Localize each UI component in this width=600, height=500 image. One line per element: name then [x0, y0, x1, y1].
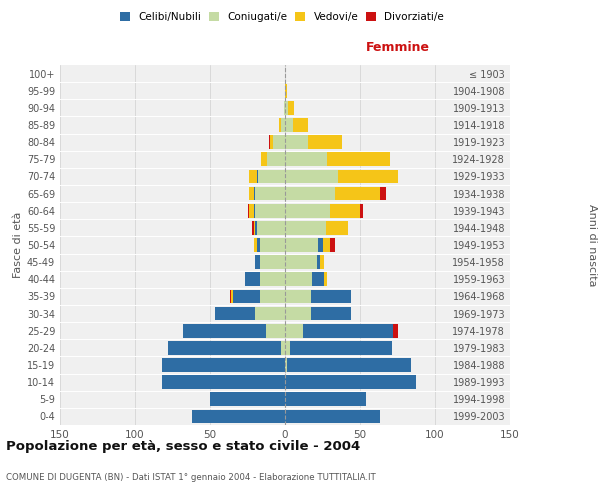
Bar [255, 204, 285, 218]
Bar [335, 186, 380, 200]
Bar [260, 290, 285, 304]
Bar [293, 118, 308, 132]
Bar [285, 324, 303, 338]
Bar [318, 238, 323, 252]
Bar [257, 221, 285, 234]
Bar [380, 186, 386, 200]
Bar [285, 186, 335, 200]
Bar [285, 221, 325, 234]
Bar [269, 136, 270, 149]
Bar [168, 341, 281, 354]
Bar [327, 152, 390, 166]
Bar [254, 204, 255, 218]
Bar [312, 272, 324, 286]
Bar [260, 272, 285, 286]
Bar [287, 358, 411, 372]
Bar [285, 410, 380, 424]
Bar [323, 238, 330, 252]
Bar [229, 290, 231, 304]
Bar [254, 238, 257, 252]
Bar [303, 324, 393, 338]
Bar [285, 341, 290, 354]
Bar [192, 410, 285, 424]
Bar [255, 256, 260, 269]
Bar [285, 290, 311, 304]
Bar [285, 136, 308, 149]
Bar [265, 324, 285, 338]
Bar [257, 238, 260, 252]
Bar [267, 152, 285, 166]
Bar [162, 376, 285, 389]
Bar [330, 204, 360, 218]
Bar [162, 358, 285, 372]
Bar [330, 238, 335, 252]
Bar [285, 376, 415, 389]
Bar [255, 306, 285, 320]
Bar [249, 170, 257, 183]
Bar [252, 221, 254, 234]
Bar [231, 290, 233, 304]
Bar [290, 341, 392, 354]
Bar [254, 186, 255, 200]
Bar [281, 341, 285, 354]
Text: COMUNE DI DUGENTA (BN) - Dati ISTAT 1° gennaio 2004 - Elaborazione TUTTITALIA.IT: COMUNE DI DUGENTA (BN) - Dati ISTAT 1° g… [6, 473, 376, 482]
Bar [285, 170, 337, 183]
Bar [285, 358, 287, 372]
Bar [337, 170, 398, 183]
Bar [284, 101, 285, 114]
Bar [245, 272, 260, 286]
Bar [281, 118, 285, 132]
Bar [183, 324, 265, 338]
Bar [279, 118, 281, 132]
Bar [308, 136, 342, 149]
Y-axis label: Fasce di età: Fasce di età [13, 212, 23, 278]
Bar [288, 101, 294, 114]
Text: Popolazione per età, sesso e stato civile - 2004: Popolazione per età, sesso e stato civil… [6, 440, 360, 453]
Bar [261, 152, 267, 166]
Bar [249, 186, 254, 200]
Bar [311, 306, 351, 320]
Bar [285, 118, 293, 132]
Bar [249, 204, 254, 218]
Bar [285, 256, 317, 269]
Bar [320, 256, 324, 269]
Bar [210, 392, 285, 406]
Bar [325, 221, 348, 234]
Bar [254, 221, 255, 234]
Bar [393, 324, 398, 338]
Bar [255, 186, 285, 200]
Bar [233, 290, 260, 304]
Bar [248, 204, 249, 218]
Bar [311, 290, 351, 304]
Bar [285, 101, 288, 114]
Bar [285, 272, 312, 286]
Bar [285, 204, 330, 218]
Text: Anni di nascita: Anni di nascita [587, 204, 597, 286]
Bar [285, 306, 311, 320]
Text: Femmine: Femmine [365, 41, 430, 54]
Bar [273, 136, 285, 149]
Bar [260, 256, 285, 269]
Bar [260, 238, 285, 252]
Bar [285, 152, 327, 166]
Bar [258, 170, 285, 183]
Bar [285, 392, 366, 406]
Bar [324, 272, 327, 286]
Legend: Celibi/Nubili, Coniugati/e, Vedovi/e, Divorziati/e: Celibi/Nubili, Coniugati/e, Vedovi/e, Di… [116, 8, 448, 26]
Bar [285, 238, 318, 252]
Bar [215, 306, 255, 320]
Bar [270, 136, 273, 149]
Bar [360, 204, 363, 218]
Bar [257, 170, 258, 183]
Bar [317, 256, 320, 269]
Bar [285, 84, 287, 98]
Bar [255, 221, 257, 234]
